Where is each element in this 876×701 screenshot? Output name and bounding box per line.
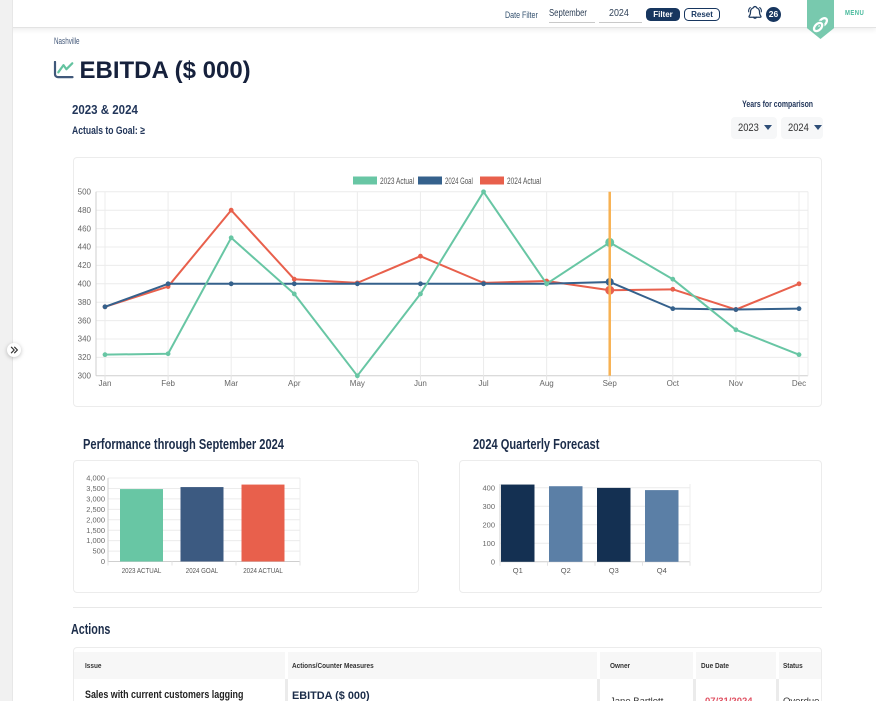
svg-text:300: 300 (78, 372, 92, 381)
svg-text:3,000: 3,000 (86, 494, 105, 503)
svg-text:0: 0 (491, 557, 495, 566)
svg-text:Jul: Jul (478, 379, 488, 388)
svg-text:1,000: 1,000 (86, 536, 105, 545)
svg-text:2024 GOAL: 2024 GOAL (186, 566, 218, 575)
svg-text:Jun: Jun (414, 379, 427, 388)
svg-text:2,500: 2,500 (86, 505, 105, 514)
svg-text:2,000: 2,000 (86, 515, 105, 524)
svg-text:Q2: Q2 (561, 566, 571, 575)
svg-text:Jan: Jan (99, 379, 112, 388)
svg-text:460: 460 (78, 224, 92, 233)
svg-text:360: 360 (78, 316, 92, 325)
svg-text:2024 Goal: 2024 Goal (445, 176, 473, 186)
svg-text:380: 380 (78, 298, 92, 307)
svg-text:0: 0 (101, 557, 105, 566)
svg-text:3,500: 3,500 (86, 484, 105, 493)
svg-text:Oct: Oct (667, 379, 680, 388)
svg-text:400: 400 (482, 483, 495, 492)
svg-text:Aug: Aug (540, 379, 554, 388)
svg-text:4,000: 4,000 (86, 474, 105, 483)
svg-text:300: 300 (482, 502, 495, 511)
svg-text:Dec: Dec (792, 379, 806, 388)
svg-text:Mar: Mar (224, 379, 238, 388)
svg-text:500: 500 (78, 188, 92, 197)
svg-text:420: 420 (78, 261, 92, 270)
svg-text:320: 320 (78, 353, 92, 362)
svg-text:340: 340 (78, 335, 92, 344)
svg-text:2023 ACTUAL: 2023 ACTUAL (122, 566, 162, 575)
svg-text:Q1: Q1 (513, 566, 523, 575)
svg-text:100: 100 (482, 539, 495, 548)
svg-text:Nov: Nov (729, 379, 743, 388)
svg-text:400: 400 (78, 280, 92, 289)
svg-text:Feb: Feb (161, 379, 175, 388)
svg-text:2023 Actual: 2023 Actual (380, 176, 414, 186)
svg-text:1,500: 1,500 (86, 526, 105, 535)
svg-text:2024 Actual: 2024 Actual (507, 176, 541, 186)
svg-text:440: 440 (78, 243, 92, 252)
svg-text:2024 ACTUAL: 2024 ACTUAL (243, 566, 283, 575)
svg-text:May: May (350, 379, 365, 388)
svg-text:Sep: Sep (603, 379, 618, 388)
svg-text:Apr: Apr (288, 379, 301, 388)
svg-text:500: 500 (92, 547, 105, 556)
svg-text:480: 480 (78, 206, 92, 215)
svg-text:200: 200 (482, 520, 495, 529)
svg-text:Q4: Q4 (657, 566, 667, 575)
svg-text:Q3: Q3 (609, 566, 619, 575)
